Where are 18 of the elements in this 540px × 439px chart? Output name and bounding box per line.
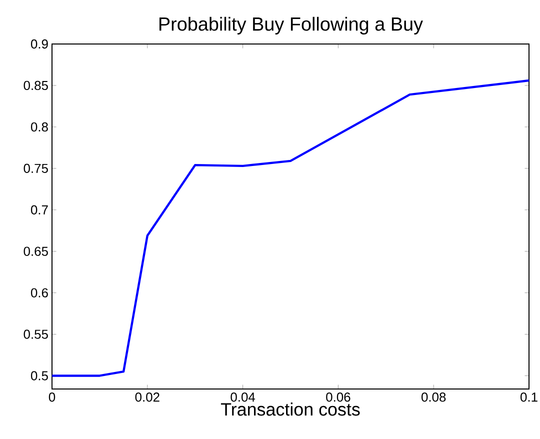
- y-tick-label: 0.5: [30, 371, 48, 380]
- x-axis-title: Transaction costs: [220, 402, 360, 416]
- y-tick-label: 0.55: [24, 330, 48, 339]
- x-tick-label: 0.1: [520, 392, 538, 402]
- x-tick-label: 0.08: [422, 392, 446, 402]
- x-tick-label: 0.02: [135, 392, 160, 402]
- x-tick-label: 0.06: [326, 392, 350, 402]
- line-series: [52, 79, 530, 377]
- y-tick-label: 0.85: [24, 80, 48, 90]
- y-tick-label: 0.65: [24, 246, 48, 256]
- x-tick-label: 0: [48, 392, 56, 402]
- y-tick-label: 0.75: [24, 164, 48, 173]
- y-tick-label: 0.6: [30, 288, 48, 298]
- y-tick-label: 0.8: [30, 122, 48, 132]
- x-tick-label: 0.04: [230, 392, 256, 402]
- y-tick-label: 0.7: [30, 205, 48, 214]
- chart-title: Probability Buy Following a Buy: [159, 16, 423, 34]
- y-tick-label: 0.9: [30, 39, 48, 49]
